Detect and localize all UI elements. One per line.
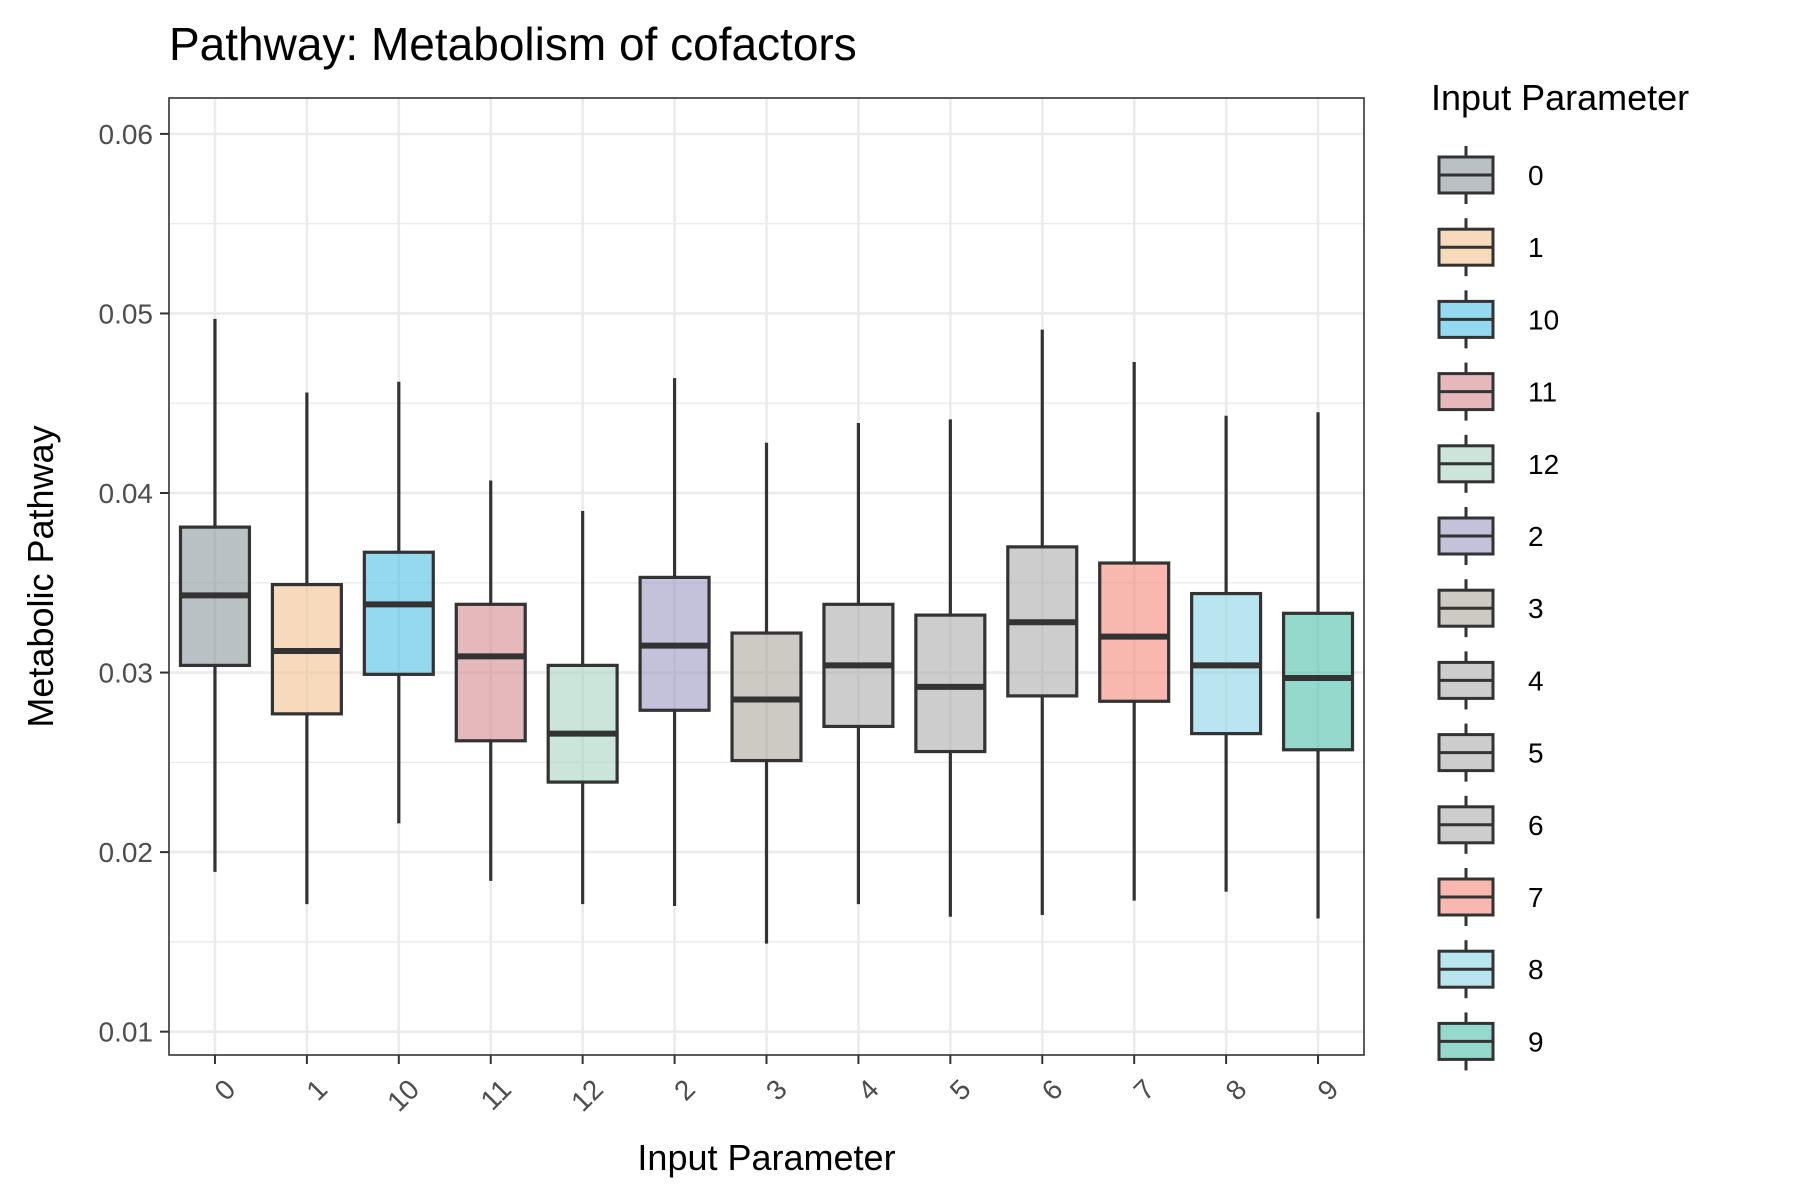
legend-item-9: 9 <box>1437 1012 1544 1071</box>
y-axis: 0.01 0.02 0.03 0.04 0.05 0.06 <box>99 119 169 1048</box>
box-9 <box>1281 412 1355 919</box>
box-body <box>454 602 527 743</box>
box-3 <box>730 442 803 944</box>
box-8 <box>1190 415 1263 892</box>
box-10 <box>362 381 435 824</box>
x-tick-label: 6 <box>1036 1073 1069 1106</box>
box-body <box>1281 611 1355 752</box>
legend-item-11: 11 <box>1437 362 1557 421</box>
legend-label: 11 <box>1528 377 1557 408</box>
legend-item-6: 6 <box>1437 795 1544 854</box>
legend-label: 4 <box>1528 665 1544 696</box>
legend-label: 1 <box>1528 232 1544 263</box>
box-body <box>1098 561 1171 703</box>
legend-label: 9 <box>1528 1026 1544 1057</box>
legend-item-1: 1 <box>1437 218 1544 277</box>
legend-item-7: 7 <box>1437 868 1544 926</box>
legend-items: 0 1 10 11 12 2 3 4 5 6 7 8 9 <box>1437 146 1559 1071</box>
legend-item-10: 10 <box>1437 290 1559 349</box>
x-tick-label: 11 <box>475 1073 517 1115</box>
x-tick-label: 5 <box>944 1073 977 1106</box>
x-tick-label: 7 <box>1128 1073 1161 1106</box>
box-12 <box>546 510 619 905</box>
box-2 <box>638 378 711 906</box>
legend-item-12: 12 <box>1437 434 1559 493</box>
box-body <box>546 663 619 784</box>
x-tick-label: 4 <box>852 1073 885 1106</box>
legend-label: 5 <box>1528 738 1544 769</box>
box-6 <box>1006 329 1079 915</box>
legend-title: Input Parameter <box>1431 77 1689 118</box>
legend-item-8: 8 <box>1437 940 1544 999</box>
legend-label: 10 <box>1528 304 1559 335</box>
box-1 <box>270 392 343 905</box>
chart-title: Pathway: Metabolism of cofactors <box>169 18 857 70</box>
legend-item-0: 0 <box>1437 146 1544 204</box>
x-axis: 0 1 10 11 12 2 3 4 5 6 7 8 9 <box>208 1055 1344 1117</box>
box-body <box>914 613 987 754</box>
legend-label: 0 <box>1528 160 1544 191</box>
box-7 <box>1098 361 1171 901</box>
plot-area <box>168 97 1365 1056</box>
box-0 <box>178 318 252 872</box>
x-tick-label: 1 <box>300 1073 333 1106</box>
x-tick-label: 12 <box>565 1073 609 1117</box>
legend-label: 3 <box>1528 593 1544 624</box>
x-tick-label: 0 <box>208 1073 241 1106</box>
legend-item-4: 4 <box>1437 651 1544 710</box>
box-11 <box>454 480 527 881</box>
legend-label: 8 <box>1528 954 1544 985</box>
legend-label: 12 <box>1528 449 1559 480</box>
y-tick-label: 0.04 <box>99 478 154 509</box>
legend-label: 6 <box>1528 810 1544 841</box>
x-axis-title: Input Parameter <box>637 1137 895 1178</box>
y-axis-title: Metabolic Pathway <box>20 425 61 727</box>
y-tick-label: 0.01 <box>99 1017 154 1048</box>
x-tick-label: 9 <box>1311 1073 1344 1106</box>
y-tick-label: 0.05 <box>99 298 154 329</box>
legend: Input Parameter 0 1 10 11 12 2 3 4 5 6 7 8 9 <box>1431 77 1689 1071</box>
legend-label: 7 <box>1528 882 1544 913</box>
box-body <box>362 550 435 676</box>
legend-label: 2 <box>1528 521 1544 552</box>
legend-item-3: 3 <box>1437 579 1544 638</box>
x-tick-label: 3 <box>760 1073 793 1106</box>
y-tick-label: 0.06 <box>99 119 154 150</box>
y-tick-label: 0.02 <box>99 837 154 868</box>
x-tick-label: 10 <box>381 1073 425 1117</box>
box-4 <box>822 422 895 905</box>
x-tick-label: 2 <box>668 1073 701 1106</box>
legend-item-5: 5 <box>1437 723 1544 782</box>
box-5 <box>914 419 987 917</box>
boxes <box>178 318 1355 944</box>
x-tick-label: 8 <box>1220 1073 1253 1106</box>
y-tick-label: 0.03 <box>99 658 154 689</box>
legend-item-2: 2 <box>1437 507 1544 565</box>
